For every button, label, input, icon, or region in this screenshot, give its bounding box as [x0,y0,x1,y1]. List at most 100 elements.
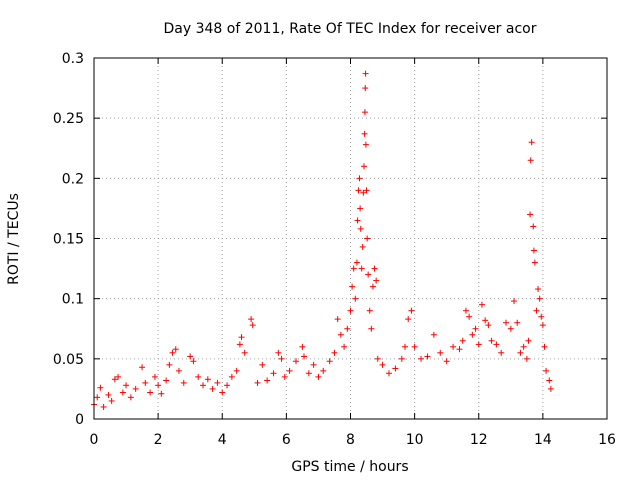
data-point [402,343,409,350]
x-tick-label: 16 [598,432,616,448]
data-point [485,322,492,329]
data-point [369,283,376,290]
data-point [531,259,538,266]
data-point [514,319,521,326]
data-point [259,361,266,368]
data-point [204,376,211,383]
data-point [488,337,495,344]
data-point [466,313,473,320]
data-point [228,373,235,380]
data-point [299,343,306,350]
data-point [498,349,505,356]
data-point [356,175,363,182]
data-point [362,85,369,92]
data-point [430,331,437,338]
data-point [530,247,537,254]
data-point [123,382,130,389]
data-point [292,358,299,365]
data-point [459,337,466,344]
data-point [443,358,450,365]
y-tick-label: 0.3 [62,51,84,67]
data-point [371,265,378,272]
data-point [158,390,165,397]
data-point [360,163,367,170]
chart-title: Day 348 of 2011, Rate Of TEC Index for r… [164,21,537,37]
data-point [301,353,308,360]
data-point [219,389,226,396]
data-point [187,353,194,360]
data-point [374,355,381,362]
x-axis-label: GPS time / hours [291,459,408,475]
data-point [360,189,367,196]
data-point [437,349,444,356]
data-point [493,341,500,348]
data-point [364,235,371,242]
data-point [275,349,282,356]
data-point [398,355,405,362]
data-point [331,349,338,356]
data-point [456,346,463,353]
data-point [97,384,104,391]
data-point [528,139,535,146]
data-point [94,394,101,401]
data-point [527,211,534,218]
data-point [469,331,476,338]
data-point [236,341,243,348]
data-point [310,361,317,368]
data-point [517,349,524,356]
data-point [530,223,537,230]
data-point [320,367,327,374]
data-point [411,343,418,350]
data-point [520,343,527,350]
data-point [541,343,548,350]
data-point [264,377,271,384]
data-point [543,367,550,374]
x-tick-label: 8 [346,432,355,448]
data-point [315,373,322,380]
data-point [195,373,202,380]
data-point [525,337,532,344]
data-point [341,343,348,350]
y-tick-label: 0 [75,412,84,428]
data-point [478,301,485,308]
data-point [166,361,173,368]
data-point [361,109,368,116]
data-point [214,379,221,386]
axis-ticks: 0 2 4 6 8 10 12 14 16 0 0.05 0.1 0.15 0.2 0.25 0.3 [53,51,616,448]
data-point [385,370,392,377]
data-point [546,377,553,384]
data-point [511,298,518,305]
grid-lines [94,58,607,419]
y-tick-label: 0.1 [62,292,84,308]
data-point [254,379,261,386]
data-point [142,379,149,386]
data-point [357,225,364,232]
data-point [119,389,126,396]
data-point [270,370,277,377]
data-point [108,397,115,404]
data-point [373,277,380,284]
data-point [151,373,158,380]
data-point [424,353,431,360]
data-point [172,346,179,353]
data-point [362,141,369,148]
x-tick-label: 12 [470,432,488,448]
data-point [248,316,255,323]
data-point [326,358,333,365]
data-point [507,325,514,332]
data-point [180,379,187,386]
x-tick-label: 6 [282,432,291,448]
data-point [392,365,399,372]
data-point [353,259,360,266]
data-point [349,283,356,290]
data-point [361,130,368,137]
data-point [111,376,118,383]
data-point [357,205,364,212]
data-point [209,385,216,392]
data-point [105,391,112,398]
x-tick-label: 2 [154,432,163,448]
data-point [547,385,554,392]
data-point [418,355,425,362]
data-point [379,361,386,368]
